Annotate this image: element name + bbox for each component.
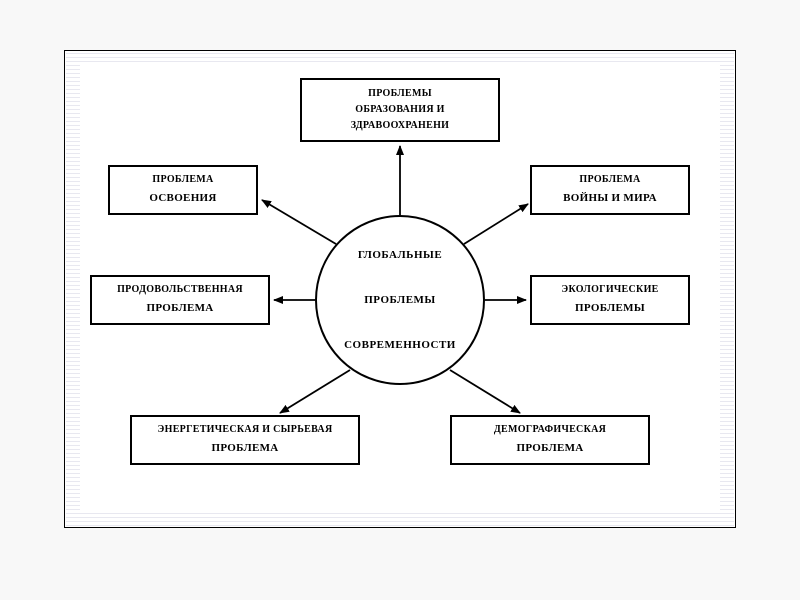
node-war-peace-line-1: ПРОБЛЕМА: [579, 172, 640, 188]
node-demography-line-1: ДЕМОГРАФИЧЕСКАЯ: [494, 422, 606, 438]
node-ecology: ЭКОЛОГИЧЕСКИЕ ПРОБЛЕМЫ: [530, 275, 690, 325]
node-war-peace: ПРОБЛЕМА ВОЙНЫ И МИРА: [530, 165, 690, 215]
node-energy-line-1: ЭНЕРГЕТИЧЕСКАЯ И СЫРЬЕВАЯ: [158, 422, 333, 438]
node-ecology-line-2: ПРОБЛЕМЫ: [575, 300, 645, 318]
node-education-line-3: ЗДРАВООХРАНЕНИ: [351, 118, 450, 134]
node-food-line-1: ПРОДОВОЛЬСТВЕННАЯ: [117, 282, 243, 298]
center-node: ГЛОБАЛЬНЫЕ ПРОБЛЕМЫ СОВРЕМЕННОСТИ: [315, 215, 485, 385]
node-energy-line-2: ПРОБЛЕМА: [211, 440, 278, 458]
node-food: ПРОДОВОЛЬСТВЕННАЯ ПРОБЛЕМА: [90, 275, 270, 325]
node-development: ПРОБЛЕМА ОСВОЕНИЯ: [108, 165, 258, 215]
node-food-line-2: ПРОБЛЕМА: [146, 300, 213, 318]
node-education-line-2: ОБРАЗОВАНИЯ И: [355, 102, 444, 118]
node-ecology-line-1: ЭКОЛОГИЧЕСКИЕ: [561, 282, 658, 298]
node-education: ПРОБЛЕМЫОБРАЗОВАНИЯ ИЗДРАВООХРАНЕНИ: [300, 78, 500, 142]
node-demography-line-2: ПРОБЛЕМА: [516, 440, 583, 458]
node-development-line-2: ОСВОЕНИЯ: [149, 190, 216, 208]
node-development-line-1: ПРОБЛЕМА: [152, 172, 213, 188]
node-energy: ЭНЕРГЕТИЧЕСКАЯ И СЫРЬЕВАЯ ПРОБЛЕМА: [130, 415, 360, 465]
node-education-line-1: ПРОБЛЕМЫ: [368, 86, 432, 102]
center-line-2: ПРОБЛЕМЫ: [364, 294, 435, 306]
node-demography: ДЕМОГРАФИЧЕСКАЯ ПРОБЛЕМА: [450, 415, 650, 465]
center-line-1: ГЛОБАЛЬНЫЕ: [358, 249, 442, 261]
node-war-peace-line-2: ВОЙНЫ И МИРА: [563, 190, 657, 208]
center-line-3: СОВРЕМЕННОСТИ: [344, 339, 456, 351]
